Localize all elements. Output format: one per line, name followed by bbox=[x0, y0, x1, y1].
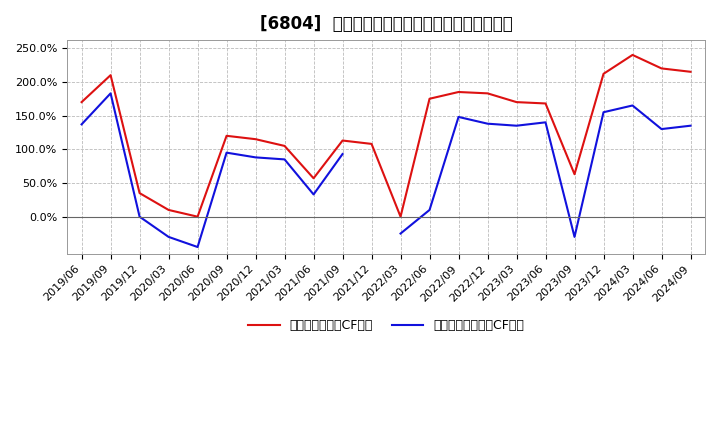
有利子負債営業CF比率 bbox=[107, 73, 115, 78]
有利子負債営業CF比率 bbox=[338, 138, 347, 143]
有利子負債営業CF比率 bbox=[541, 101, 550, 106]
有利子負債フリーCF比率 bbox=[77, 122, 86, 127]
有利子負債フリーCF比率 bbox=[222, 150, 231, 155]
有利子負債営業CF比率 bbox=[251, 136, 260, 142]
有利子負債フリーCF比率 bbox=[541, 120, 550, 125]
有利子負債フリーCF比率 bbox=[570, 234, 579, 239]
有利子負債フリーCF比率 bbox=[512, 123, 521, 128]
有利子負債フリーCF比率 bbox=[280, 157, 289, 162]
有利子負債営業CF比率 bbox=[309, 176, 318, 181]
有利子負債営業CF比率 bbox=[454, 89, 463, 95]
有利子負債営業CF比率 bbox=[164, 207, 173, 213]
有利子負債フリーCF比率 bbox=[107, 91, 115, 96]
Line: 有利子負債営業CF比率: 有利子負債営業CF比率 bbox=[81, 55, 690, 216]
Legend: 有利子負債営業CF比率, 有利子負債フリーCF比率: 有利子負債営業CF比率, 有利子負債フリーCF比率 bbox=[243, 314, 528, 337]
有利子負債フリーCF比率 bbox=[599, 110, 608, 115]
有利子負債フリーCF比率 bbox=[483, 121, 492, 126]
有利子負債営業CF比率 bbox=[222, 133, 231, 139]
有利子負債フリーCF比率 bbox=[657, 126, 666, 132]
有利子負債営業CF比率 bbox=[280, 143, 289, 149]
有利子負債フリーCF比率 bbox=[426, 207, 434, 213]
有利子負債営業CF比率 bbox=[396, 214, 405, 219]
有利子負債フリーCF比率 bbox=[309, 192, 318, 197]
有利子負債営業CF比率 bbox=[686, 69, 695, 74]
有利子負債フリーCF比率 bbox=[454, 114, 463, 120]
有利子負債フリーCF比率 bbox=[628, 103, 636, 108]
有利子負債フリーCF比率 bbox=[135, 214, 144, 219]
有利子負債フリーCF比率 bbox=[193, 244, 202, 249]
有利子負債フリーCF比率 bbox=[338, 151, 347, 157]
有利子負債営業CF比率 bbox=[426, 96, 434, 101]
有利子負債営業CF比率 bbox=[628, 52, 636, 58]
有利子負債営業CF比率 bbox=[657, 66, 666, 71]
有利子負債営業CF比率 bbox=[570, 172, 579, 177]
有利子負債営業CF比率 bbox=[512, 99, 521, 105]
有利子負債フリーCF比率 bbox=[251, 155, 260, 160]
有利子負債フリーCF比率 bbox=[164, 234, 173, 239]
有利子負債営業CF比率 bbox=[367, 141, 376, 147]
有利子負債フリーCF比率 bbox=[396, 231, 405, 236]
有利子負債営業CF比率 bbox=[77, 99, 86, 105]
有利子負債フリーCF比率 bbox=[686, 123, 695, 128]
有利子負債営業CF比率 bbox=[193, 214, 202, 219]
Title: [6804]  有利子負債キャッシュフロー比率の推移: [6804] 有利子負債キャッシュフロー比率の推移 bbox=[260, 15, 513, 33]
Line: 有利子負債フリーCF比率: 有利子負債フリーCF比率 bbox=[81, 93, 690, 247]
有利子負債営業CF比率 bbox=[483, 91, 492, 96]
有利子負債営業CF比率 bbox=[599, 71, 608, 77]
有利子負債営業CF比率 bbox=[135, 191, 144, 196]
